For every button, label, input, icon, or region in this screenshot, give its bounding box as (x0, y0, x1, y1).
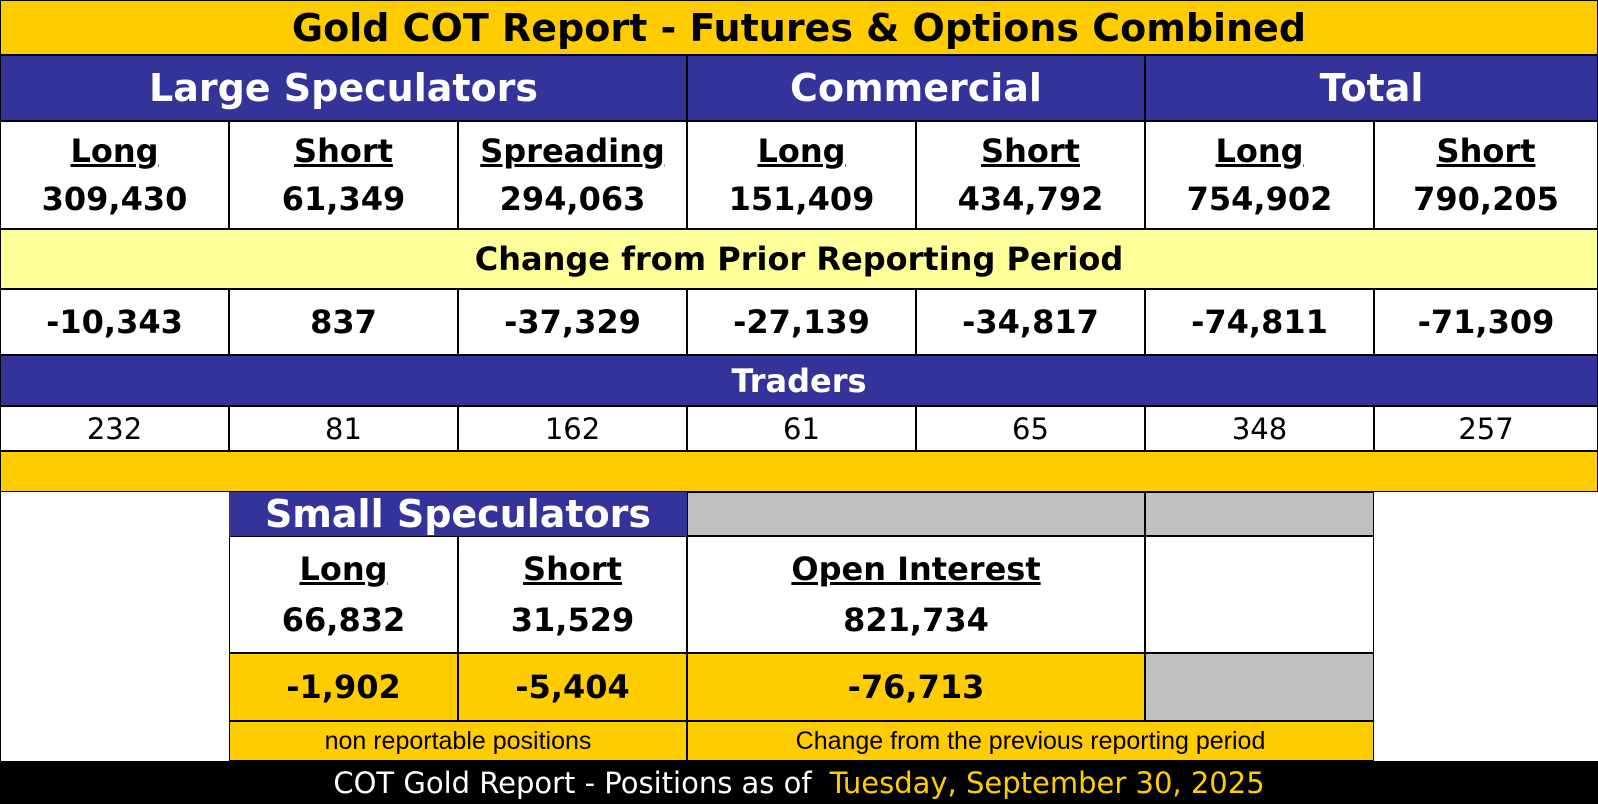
change-value: -34,817 (916, 289, 1145, 355)
traders-label: Traders (0, 355, 1598, 406)
column-header: Short (981, 132, 1080, 170)
change-value: -37,329 (458, 289, 687, 355)
small-spec-long-cell: Long 66,832 (229, 536, 458, 653)
position-value: 790,205 (1413, 180, 1559, 218)
open-interest-cell: Open Interest 821,734 (687, 536, 1145, 653)
commercial-short-cell: Short 434,792 (916, 121, 1145, 229)
column-header: Long (757, 132, 846, 170)
column-header: Long (70, 132, 159, 170)
change-label: Change from Prior Reporting Period (0, 229, 1598, 289)
small-speculators-title: Small Speculators (229, 492, 687, 536)
footer-bar: COT Gold Report - Positions as of Tuesda… (0, 761, 1598, 804)
position-value: 61,349 (281, 180, 406, 218)
column-header: Short (294, 132, 393, 170)
small-spec-note: non reportable positions (229, 721, 687, 761)
open-interest-value: 821,734 (843, 601, 989, 639)
large-spec-short-cell: Short 61,349 (229, 121, 458, 229)
large-spec-spreading-cell: Spreading 294,063 (458, 121, 687, 229)
position-value: 309,430 (41, 180, 188, 218)
footer-date: Tuesday, September 30, 2025 (829, 765, 1265, 800)
group-large-speculators: Large Speculators (0, 55, 687, 121)
traders-count: 348 (1145, 406, 1374, 451)
column-header: Short (1436, 132, 1536, 170)
column-header: Long (1215, 132, 1304, 170)
position-value: 754,902 (1186, 180, 1333, 218)
gray-spacer (687, 492, 1145, 536)
change-value: -27,139 (687, 289, 916, 355)
column-header: Spreading (480, 132, 665, 170)
open-interest-note: Change from the previous reporting perio… (687, 721, 1374, 761)
separator-band (0, 451, 1598, 492)
position-value: 66,832 (281, 601, 406, 639)
report-title: Gold COT Report - Futures & Options Comb… (0, 0, 1598, 55)
traders-count: 61 (687, 406, 916, 451)
left-border (0, 492, 1, 762)
column-header: Short (523, 550, 622, 588)
traders-count: 162 (458, 406, 687, 451)
position-value: 31,529 (510, 601, 635, 639)
traders-count: 232 (0, 406, 229, 451)
small-spec-long-change: -1,902 (229, 653, 458, 721)
group-total: Total (1145, 55, 1598, 121)
column-header: Long (299, 550, 388, 588)
large-spec-long-cell: Long 309,430 (0, 121, 229, 229)
commercial-long-cell: Long 151,409 (687, 121, 916, 229)
change-value: -71,309 (1374, 289, 1598, 355)
change-value: 837 (229, 289, 458, 355)
small-spec-short-cell: Short 31,529 (458, 536, 687, 653)
footer-text: COT Gold Report - Positions as of (333, 765, 812, 800)
position-value: 294,063 (499, 180, 646, 218)
traders-count: 65 (916, 406, 1145, 451)
empty-cell (1145, 536, 1374, 653)
traders-count: 257 (1374, 406, 1598, 451)
position-value: 434,792 (957, 180, 1104, 218)
open-interest-change: -76,713 (687, 653, 1145, 721)
group-commercial: Commercial (687, 55, 1145, 121)
small-spec-short-change: -5,404 (458, 653, 687, 721)
traders-count: 81 (229, 406, 458, 451)
column-header: Open Interest (791, 550, 1041, 588)
total-long-cell: Long 754,902 (1145, 121, 1374, 229)
position-value: 151,409 (728, 180, 875, 218)
gray-spacer (1145, 653, 1374, 721)
change-value: -10,343 (0, 289, 229, 355)
change-value: -74,811 (1145, 289, 1374, 355)
gray-spacer (1145, 492, 1374, 536)
total-short-cell: Short 790,205 (1374, 121, 1598, 229)
